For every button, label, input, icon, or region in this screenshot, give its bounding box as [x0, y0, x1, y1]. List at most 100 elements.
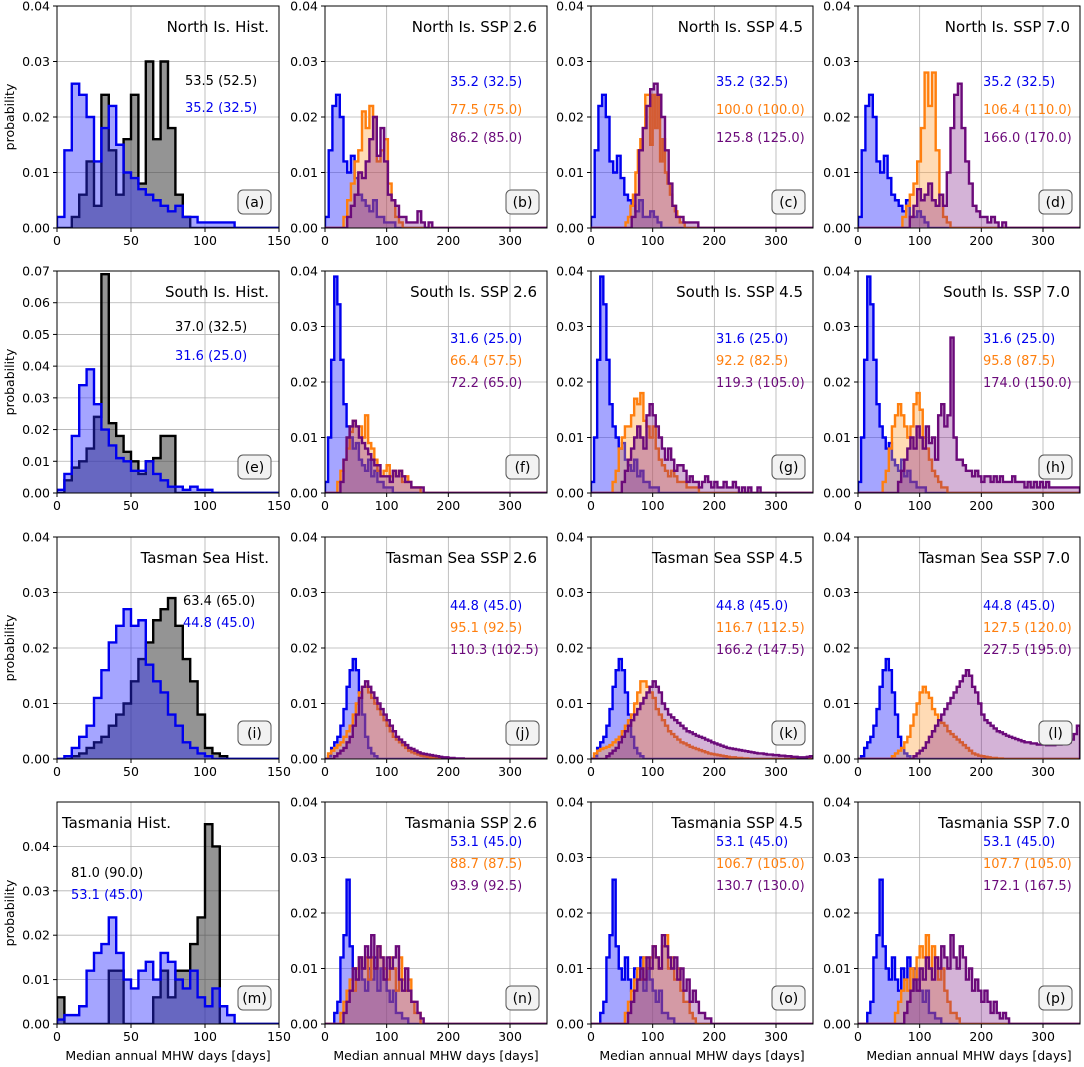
y-tick-label: 0.02	[823, 110, 851, 125]
y-tick-label: 0.01	[556, 165, 584, 180]
x-tick-label: 50	[123, 498, 139, 513]
x-tick-label: 200	[702, 1029, 726, 1044]
series-ssp-4-5	[325, 115, 547, 228]
y-tick-label: 0.04	[22, 839, 50, 854]
panel-label-badge: (j)	[505, 720, 540, 746]
y-tick-label: 0.03	[556, 54, 584, 69]
series-ssp-4-5	[591, 934, 813, 1024]
panel-title: North Is. SSP 7.0	[945, 18, 1070, 36]
histogram-outline	[57, 596, 279, 759]
y-tick-label: 0.01	[556, 430, 584, 445]
panel-label-badge: (l)	[1038, 720, 1073, 746]
histogram-outline	[57, 368, 279, 493]
series-baseline	[591, 657, 813, 759]
histogram-outline	[591, 391, 813, 493]
y-tick-label: 0.02	[823, 906, 851, 921]
x-tick-label: 300	[764, 764, 788, 779]
stat-label: 35.2 (32.5)	[716, 75, 788, 90]
x-tick-label: 200	[436, 233, 460, 248]
x-tick-label: 200	[969, 498, 993, 513]
stat-label: 110.3 (102.5)	[450, 643, 539, 658]
y-tick-label: 0.03	[22, 883, 50, 898]
histogram-fill	[57, 917, 279, 1024]
x-tick-label: 0	[321, 233, 329, 248]
series-ssp-4-5	[591, 82, 813, 228]
histogram-outline	[858, 685, 1080, 759]
panel-o: 0 100 200 300 0.00 0.01 0.02 0.03 0.04 Tasmania S…	[556, 795, 814, 1063]
stat-label: 86.2 (85.0)	[450, 131, 522, 146]
series-ssp-2-6	[858, 391, 1080, 493]
panel-g: 0 100 200 300 0.00 0.01 0.02 0.03 0.04 South Is. …	[556, 264, 814, 513]
panel-title: South Is. SSP 4.5	[676, 283, 803, 301]
series-baseline	[858, 657, 1080, 759]
y-tick-label: 0.03	[290, 54, 318, 69]
stats-annotations: 44.8 (45.0) 95.1 (92.5) 110.3 (102.5)	[450, 599, 539, 658]
histogram-fill	[858, 659, 1080, 759]
x-tick-label: 100	[375, 1029, 399, 1044]
x-tick-label: 300	[498, 498, 522, 513]
x-tick-label: 0	[321, 764, 329, 779]
y-axis: 0.00 0.01 0.02 0.03 0.04	[823, 0, 858, 236]
y-tick-label: 0.07	[22, 264, 50, 279]
x-tick-label: 300	[1031, 233, 1055, 248]
x-tick-label: 300	[764, 1029, 788, 1044]
x-tick-label: 0	[854, 764, 862, 779]
histogram-outline	[325, 685, 547, 759]
x-axis: 0 100 200 300	[587, 1024, 788, 1044]
y-tick-label: 0.00	[556, 1017, 584, 1032]
panel-j: 0 100 200 300 0.00 0.01 0.02 0.03 0.04 Tasman Sea…	[290, 530, 548, 779]
plot-area	[57, 272, 279, 493]
histogram-outline	[591, 680, 813, 759]
x-axis-label: Median annual MHW days [days]	[866, 1048, 1071, 1063]
y-tick-label: 0.02	[290, 906, 318, 921]
stat-label: 31.6 (25.0)	[716, 332, 788, 347]
badge-box	[771, 720, 806, 746]
x-tick-label: 0	[321, 498, 329, 513]
y-axis: 0.00 0.01 0.02 0.03 0.04 probability	[2, 839, 57, 1032]
y-axis: 0.00 0.01 0.02 0.03 0.04	[290, 795, 325, 1032]
histogram-outline	[858, 82, 1080, 228]
y-tick-label: 0.02	[556, 906, 584, 921]
histogram-outline	[325, 934, 547, 1024]
y-tick-label: 0.01	[22, 696, 50, 711]
panel-label: (j)	[515, 726, 530, 742]
y-axis: 0.00 0.01 0.02 0.03 0.04	[556, 264, 591, 501]
histogram-fill	[57, 83, 279, 228]
stats-annotations: 53.1 (45.0) 88.7 (87.5) 93.9 (92.5)	[450, 835, 522, 894]
y-tick-label: 0.04	[823, 264, 851, 279]
y-tick-label: 0.01	[556, 961, 584, 976]
y-tick-label: 0.02	[22, 110, 50, 125]
y-axis: 0.00 0.01 0.02 0.03 0.04	[556, 0, 591, 236]
series-ssp-4-5	[858, 82, 1080, 228]
stat-label: 174.0 (150.0)	[983, 376, 1072, 391]
y-tick-label: 0.04	[823, 0, 851, 14]
histogram-fill	[57, 824, 279, 1024]
x-tick-label: 50	[123, 233, 139, 248]
histogram-outline	[858, 878, 1080, 1024]
y-tick-label: 0.02	[556, 110, 584, 125]
stat-label: 53.1 (45.0)	[716, 835, 788, 850]
x-tick-label: 0	[854, 233, 862, 248]
panel-label: (o)	[779, 991, 799, 1007]
x-tick-label: 0	[53, 764, 61, 779]
x-tick-label: 0	[53, 1029, 61, 1044]
x-tick-label: 300	[764, 498, 788, 513]
stat-label: 130.7 (130.0)	[716, 879, 805, 894]
y-tick-label: 0.04	[556, 795, 584, 810]
x-tick-label: 0	[587, 764, 595, 779]
y-axis-label: probability	[2, 83, 17, 150]
y-tick-label: 0.03	[556, 585, 584, 600]
stat-label: 77.5 (75.0)	[450, 103, 522, 118]
histogram-fill	[858, 337, 1080, 493]
y-tick-label: 0.03	[556, 850, 584, 865]
stat-label: 44.8 (45.0)	[983, 599, 1055, 614]
y-tick-label: 0.03	[823, 585, 851, 600]
y-tick-label: 0.00	[290, 221, 318, 236]
stats-annotations: 35.2 (32.5) 77.5 (75.0) 86.2 (85.0)	[450, 75, 522, 146]
stat-label: 100.0 (100.0)	[716, 103, 805, 118]
y-tick-label: 0.03	[22, 585, 50, 600]
stats-annotations: 37.0 (32.5) 31.6 (25.0)	[175, 320, 247, 364]
y-tick-label: 0.00	[290, 752, 318, 767]
stat-label: 116.7 (112.5)	[716, 621, 805, 636]
stat-label: 72.2 (65.0)	[450, 376, 522, 391]
